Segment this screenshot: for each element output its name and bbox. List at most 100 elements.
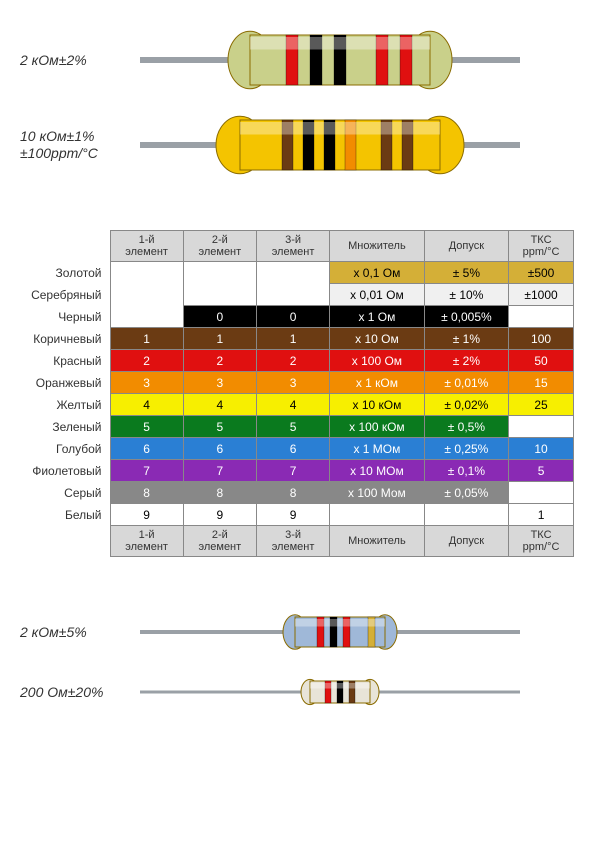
table-row: Голубой666x 1 МОм± 0,25%10 <box>20 438 574 460</box>
table-row: Серый888x 100 Мом± 0,05% <box>20 482 574 504</box>
color-cell: x 1 Ом <box>330 306 425 328</box>
color-cell: x 100 Ом <box>330 350 425 372</box>
color-cell: 2 <box>256 350 329 372</box>
example-bottom-2: 200 Ом±20% <box>20 672 574 712</box>
example-bottom-1: 2 кОм±5% <box>20 607 574 657</box>
example-label: 10 кОм±1% ±100ppm/°C <box>20 128 140 162</box>
table-footer-row: 1-й элемент 2-й элемент 3-й элемент Множ… <box>20 526 574 557</box>
resistor-color-code-page: 2 кОм±2% 10 кОм±1% ±100ppm/°C 1-й элемен… <box>0 0 594 737</box>
example-label: 2 кОм±5% <box>20 624 140 641</box>
color-cell: ± 0,25% <box>424 438 508 460</box>
color-cell: ± 10% <box>424 284 508 306</box>
table-row: Черный00x 1 Ом± 0,005% <box>20 306 574 328</box>
footer-col6: ТКС ppm/°C <box>509 526 574 557</box>
color-cell: x 1 кОм <box>330 372 425 394</box>
color-name-label: Оранжевый <box>20 372 110 394</box>
color-cell: 6 <box>183 438 256 460</box>
color-cell: ± 0,02% <box>424 394 508 416</box>
color-cell: ± 1% <box>424 328 508 350</box>
color-cell: ±500 <box>509 262 574 284</box>
table-body: Золотойx 0,1 Ом± 5%±500Серебряный x 0,01 … <box>20 262 574 526</box>
color-cell: ± 2% <box>424 350 508 372</box>
color-cell: 1 <box>256 328 329 350</box>
footer-col1: 1-й элемент <box>110 526 183 557</box>
color-cell: x 1 МОм <box>330 438 425 460</box>
color-cell <box>183 284 256 306</box>
color-cell: 2 <box>110 350 183 372</box>
color-name-label: Фиолетовый <box>20 460 110 482</box>
color-cell: 9 <box>183 504 256 526</box>
color-cell <box>330 504 425 526</box>
color-name-label: Зеленый <box>20 416 110 438</box>
color-cell: 5 <box>183 416 256 438</box>
color-cell: 5 <box>110 416 183 438</box>
color-cell: ± 0,1% <box>424 460 508 482</box>
color-cell <box>509 416 574 438</box>
color-name-label: Красный <box>20 350 110 372</box>
color-cell <box>424 504 508 526</box>
color-cell <box>509 306 574 328</box>
color-name-label: Серебряный <box>20 284 110 306</box>
color-name-label: Белый <box>20 504 110 526</box>
color-cell: ± 0,5% <box>424 416 508 438</box>
color-cell: 15 <box>509 372 574 394</box>
color-cell: 100 <box>509 328 574 350</box>
header-spacer <box>20 231 110 262</box>
color-cell: 6 <box>110 438 183 460</box>
example-top-2: 10 кОм±1% ±100ppm/°C <box>20 110 574 180</box>
color-cell <box>110 284 183 306</box>
table-row: Красный222x 100 Ом± 2%50 <box>20 350 574 372</box>
header-col1: 1-й элемент <box>110 231 183 262</box>
color-cell: 4 <box>110 394 183 416</box>
color-cell: ± 0,05% <box>424 482 508 504</box>
color-cell <box>256 284 329 306</box>
color-cell: 8 <box>256 482 329 504</box>
color-name-label: Желтый <box>20 394 110 416</box>
color-cell <box>110 306 183 328</box>
footer-col2: 2-й элемент <box>183 526 256 557</box>
example-top-1: 2 кОм±2% <box>20 25 574 95</box>
color-cell: x 100 кОм <box>330 416 425 438</box>
header-col4: Множитель <box>330 231 425 262</box>
header-col3: 3-й элемент <box>256 231 329 262</box>
resistor-graphic <box>140 607 574 657</box>
color-cell: 6 <box>256 438 329 460</box>
color-cell: 7 <box>110 460 183 482</box>
color-cell <box>110 262 183 284</box>
color-cell: 0 <box>183 306 256 328</box>
table-row: Коричневый111x 10 Ом± 1%100 <box>20 328 574 350</box>
table-row: Серебряныйx 0,01 Ом± 10%±1000 <box>20 284 574 306</box>
table-row: Белый9991 <box>20 504 574 526</box>
footer-col4: Множитель <box>330 526 425 557</box>
resistor-graphic <box>140 672 574 712</box>
resistor-graphic <box>140 110 574 180</box>
color-cell <box>509 482 574 504</box>
color-cell: 8 <box>110 482 183 504</box>
header-col2: 2-й элемент <box>183 231 256 262</box>
color-name-label: Коричневый <box>20 328 110 350</box>
color-cell: x 10 Ом <box>330 328 425 350</box>
color-cell: 5 <box>256 416 329 438</box>
color-cell: x 10 кОм <box>330 394 425 416</box>
example-label: 200 Ом±20% <box>20 684 140 701</box>
color-cell: 25 <box>509 394 574 416</box>
color-cell: x 100 Мом <box>330 482 425 504</box>
color-cell <box>183 262 256 284</box>
footer-col5: Допуск <box>424 526 508 557</box>
color-cell: ± 0,005% <box>424 306 508 328</box>
footer-spacer <box>20 526 110 557</box>
color-code-table: 1-й элемент 2-й элемент 3-й элемент Множ… <box>20 230 574 557</box>
color-name-label: Черный <box>20 306 110 328</box>
color-cell: 7 <box>256 460 329 482</box>
table-row: Золотойx 0,1 Ом± 5%±500 <box>20 262 574 284</box>
color-cell: 3 <box>183 372 256 394</box>
color-cell: 50 <box>509 350 574 372</box>
color-cell: 0 <box>256 306 329 328</box>
color-cell: 7 <box>183 460 256 482</box>
resistor-graphic <box>140 25 574 95</box>
color-cell: x 0,01 Ом <box>330 284 425 306</box>
color-cell: ± 5% <box>424 262 508 284</box>
color-cell: 9 <box>110 504 183 526</box>
color-cell: 1 <box>110 328 183 350</box>
table-row: Желтый444x 10 кОм± 0,02%25 <box>20 394 574 416</box>
